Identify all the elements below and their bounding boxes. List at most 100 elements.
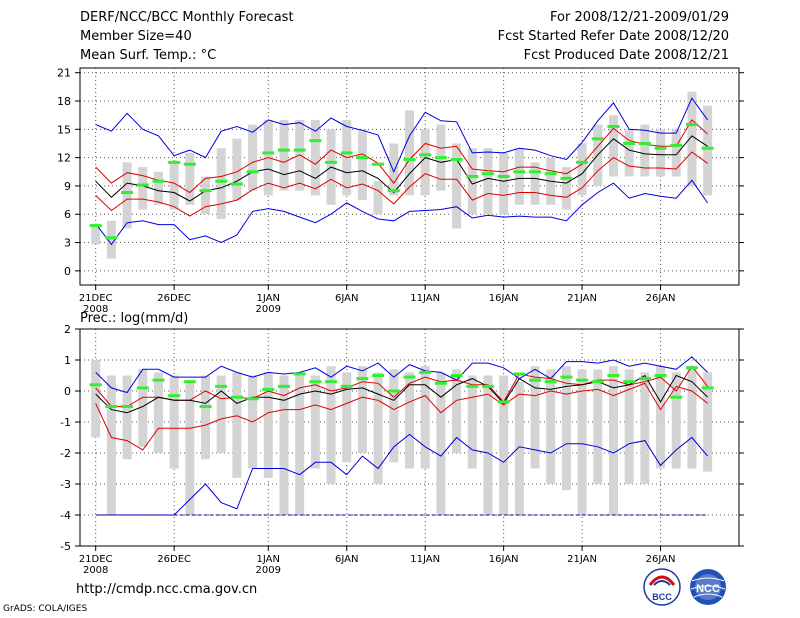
x-tick-label: 6JAN (335, 293, 358, 304)
ensemble-box (483, 375, 493, 515)
ncc-logo: NCC (690, 569, 726, 605)
ensemble-box (687, 91, 697, 186)
forecast-started-date: Fcst Started Refer Date 2008/12/20 (497, 29, 729, 44)
ensemble-box (201, 176, 211, 215)
ensemble-box (122, 162, 132, 229)
series-ens-min (95, 179, 709, 246)
ensemble-box (452, 369, 462, 453)
y-tick-label: 6 (64, 208, 71, 221)
y-tick-label: 3 (64, 237, 71, 250)
panel-0 (75, 67, 744, 290)
ensemble-box (389, 369, 399, 463)
ensemble-box (405, 110, 414, 196)
y-tick-label: 15 (57, 123, 71, 136)
ensemble-box (577, 143, 587, 196)
ensemble-box (420, 129, 430, 196)
series-ens-mean (95, 374, 708, 414)
y-tick-label: 2 (64, 323, 71, 336)
ensemble-box (420, 366, 430, 469)
x-tick-label: 26DEC (157, 554, 191, 565)
series-upper-quart (95, 365, 708, 407)
series-lower-quart (95, 151, 708, 217)
ensemble-box (310, 375, 320, 469)
ensemble-box (232, 138, 242, 201)
y-tick-label: 18 (57, 95, 71, 108)
ensemble-box (138, 167, 148, 210)
ensemble-box (248, 124, 258, 191)
x-year-label: 2008 (83, 565, 108, 576)
ensemble-box (514, 381, 524, 515)
series-ens-mean (95, 135, 708, 202)
ensemble-box (467, 375, 477, 469)
ensemble-box (169, 162, 179, 210)
ensemble-box (546, 369, 556, 484)
x-tick-label: 21JAN (567, 293, 597, 304)
y-tick-label: -1 (60, 416, 71, 429)
x-tick-label: 21DEC (79, 293, 113, 304)
panel-1 (75, 328, 744, 551)
ensemble-box (499, 375, 509, 515)
y-tick-label: -4 (60, 509, 71, 522)
ensemble-box (279, 375, 289, 515)
ensemble-box (624, 369, 634, 484)
ensemble-box (561, 167, 571, 210)
series-ens-max (95, 356, 708, 394)
x-tick-label: 26JAN (646, 554, 676, 565)
ensemble-box (656, 366, 666, 469)
ensemble-box (703, 105, 713, 196)
ensemble-box (357, 129, 367, 201)
ensemble-box (530, 162, 540, 205)
y-tick-label: 0 (64, 265, 71, 278)
y-tick-label: -5 (60, 540, 71, 553)
ensemble-box (561, 366, 571, 491)
ensemble-box (436, 372, 446, 515)
x-tick-label: 11JAN (410, 293, 440, 304)
ensemble-box (373, 372, 383, 484)
ensemble-box (342, 372, 352, 463)
bcc-logo: BCC (643, 568, 681, 606)
forecast-produced-date: Fcst Produced Date 2008/12/21 (523, 48, 729, 63)
ensemble-box (452, 143, 462, 229)
y-tick-label: -3 (60, 478, 71, 491)
series-lower-quart (95, 382, 708, 451)
series-upper-quart (95, 119, 708, 194)
ensemble-box (608, 115, 618, 177)
ensemble-box (106, 375, 116, 515)
ensemble-box (514, 148, 524, 205)
ensemble-box (91, 225, 101, 245)
ensemble-box (467, 148, 477, 215)
ensemble-box (703, 372, 713, 472)
x-tick-label: 16JAN (489, 293, 519, 304)
ensemble-box (671, 372, 681, 469)
y-tick-label: -2 (60, 447, 71, 460)
ensemble-box (373, 181, 383, 215)
ensemble-box (656, 129, 666, 177)
y-tick-label: 0 (64, 385, 71, 398)
ensemble-box (687, 366, 697, 469)
source-url[interactable]: http://cmdp.ncc.cma.gov.cn (76, 582, 258, 597)
ensemble-box (122, 375, 132, 460)
ensemble-box (169, 375, 179, 469)
member-size: Member Size=40 (80, 29, 192, 44)
forecast-period: For 2008/12/21-2009/01/29 (550, 10, 729, 25)
x-tick-label: 16JAN (489, 554, 519, 565)
ensemble-box (153, 171, 163, 205)
x-tick-label: 6JAN (335, 554, 358, 565)
ensemble-box (216, 375, 226, 453)
variable-label: Mean Surf. Temp.: °C (80, 48, 217, 63)
x-tick-label: 1JAN (257, 293, 280, 304)
ensemble-box (577, 369, 587, 515)
x-tick-label: 26JAN (646, 293, 676, 304)
grads-credit: GrADS: COLA/IGES (3, 604, 88, 614)
ensemble-box (279, 119, 289, 191)
ensemble-box (263, 372, 273, 478)
ensemble-box (499, 152, 509, 215)
x-year-label: 2009 (256, 565, 281, 576)
ensemble-box (624, 129, 634, 177)
ensemble-box (106, 220, 116, 259)
ensemble-box (405, 372, 414, 469)
ensemble-box (640, 372, 650, 484)
series-ens-max (95, 97, 709, 174)
ensemble-box (153, 372, 163, 453)
